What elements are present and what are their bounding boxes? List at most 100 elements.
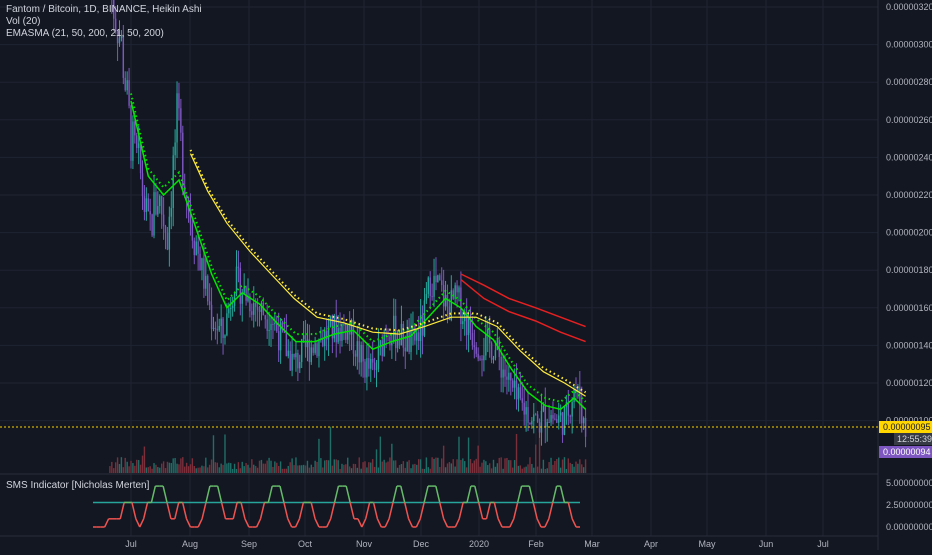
candle-body bbox=[404, 347, 406, 352]
candle-body bbox=[492, 357, 495, 360]
symbol-title[interactable]: Fantom / Bitcoin, 1D, BINANCE, Heikin As… bbox=[6, 4, 202, 15]
sms-tick-label: 0.00000000 bbox=[886, 522, 932, 532]
volume-bar bbox=[488, 463, 491, 473]
price-axis[interactable]: 0.00000320 0.00000300 0.00000280 0.00000260… bbox=[886, 2, 932, 426]
volume-bar bbox=[233, 463, 236, 473]
volume-bar bbox=[521, 468, 523, 473]
volume-bar bbox=[515, 433, 518, 473]
volume-bar bbox=[251, 459, 253, 473]
volume-bar bbox=[168, 462, 171, 473]
candle-body bbox=[389, 336, 391, 346]
candle-body bbox=[139, 143, 142, 174]
volume-bar bbox=[362, 462, 364, 473]
volume-bar bbox=[582, 467, 585, 473]
time-tick-label: Feb bbox=[528, 539, 544, 549]
candle-body bbox=[272, 323, 274, 325]
sms-segment bbox=[119, 502, 125, 519]
price-tick-label: 0.00000200 bbox=[886, 228, 932, 238]
candle-body bbox=[218, 326, 220, 331]
candle-body bbox=[490, 343, 493, 360]
candle-body bbox=[289, 350, 291, 371]
candle-body bbox=[164, 226, 167, 233]
sms-segment bbox=[287, 518, 293, 528]
sms-segment bbox=[150, 485, 157, 503]
candle-body bbox=[235, 266, 238, 294]
candle-body bbox=[114, 18, 117, 31]
sms-segment bbox=[439, 502, 445, 519]
candle-body bbox=[137, 143, 140, 149]
sms-segment bbox=[400, 485, 406, 503]
sms-segment bbox=[166, 502, 172, 519]
candle-body bbox=[258, 310, 261, 312]
candle-body bbox=[191, 224, 194, 241]
candle-body bbox=[149, 211, 151, 215]
candle-body bbox=[141, 173, 144, 197]
candle-body bbox=[529, 422, 531, 425]
volume-bar bbox=[452, 459, 454, 473]
candle-body bbox=[182, 132, 184, 187]
volume-bar bbox=[256, 467, 259, 473]
candle-body bbox=[205, 275, 207, 289]
candle-body bbox=[550, 415, 552, 423]
candle-body bbox=[302, 335, 305, 339]
volume-bar bbox=[249, 467, 251, 473]
candle-body bbox=[408, 331, 410, 353]
candle-body bbox=[561, 412, 564, 435]
volume-bar bbox=[124, 457, 126, 473]
sms-segment bbox=[361, 518, 367, 528]
volume-bar bbox=[212, 435, 215, 473]
volume-bar bbox=[226, 463, 228, 473]
candle-body bbox=[446, 294, 449, 307]
sms-indicator-label[interactable]: SMS Indicator [Nicholas Merten] bbox=[6, 480, 150, 491]
candle-body bbox=[458, 287, 460, 293]
volume-bar bbox=[366, 467, 368, 473]
volume-bar bbox=[348, 466, 351, 473]
candle-body bbox=[226, 313, 228, 336]
candle-body bbox=[358, 341, 360, 363]
volume-indicator-label[interactable]: Vol (20) bbox=[6, 16, 41, 27]
time-tick-label: Dec bbox=[413, 539, 430, 549]
candle-body bbox=[396, 339, 399, 349]
time-tick-label: Aug bbox=[182, 539, 198, 549]
countdown-badge bbox=[894, 433, 932, 445]
sms-segment bbox=[493, 502, 499, 519]
volume-bar bbox=[237, 462, 240, 473]
candle-body bbox=[393, 315, 395, 342]
volume-bar bbox=[469, 459, 472, 473]
sms-segment bbox=[466, 485, 472, 503]
volume-bar bbox=[502, 468, 504, 473]
sma-50-line bbox=[189, 149, 587, 394]
sms-segment bbox=[220, 502, 227, 519]
candle-body bbox=[427, 277, 429, 294]
volume-bar bbox=[268, 457, 270, 473]
volume-bar bbox=[450, 463, 453, 473]
price-tick-label: 0.00000220 bbox=[886, 190, 932, 200]
candle-body bbox=[348, 323, 351, 335]
volume-bar bbox=[339, 468, 341, 473]
volume-bar bbox=[513, 460, 516, 473]
emasma-indicator-label[interactable]: EMASMA (21, 50, 200, 21, 50, 200) bbox=[6, 28, 164, 39]
volume-bar bbox=[569, 462, 571, 473]
volume-bar bbox=[389, 457, 391, 473]
volume-bar bbox=[481, 462, 483, 473]
sms-segment bbox=[267, 485, 273, 503]
time-tick-label: Jun bbox=[759, 539, 774, 549]
price-tick-label: 0.00000180 bbox=[886, 265, 932, 275]
candle-body bbox=[268, 329, 270, 331]
candle-body bbox=[160, 195, 163, 215]
candle-body bbox=[444, 294, 447, 307]
candle-body bbox=[279, 322, 282, 351]
candle-body bbox=[247, 296, 249, 301]
candle-body bbox=[360, 344, 362, 363]
volume-bar bbox=[387, 461, 389, 473]
volume-bar bbox=[462, 458, 464, 473]
candle-body bbox=[299, 362, 301, 369]
volume-bar bbox=[391, 443, 393, 473]
candle-body bbox=[113, 0, 115, 19]
candle-body bbox=[212, 327, 215, 329]
volume-bar bbox=[189, 464, 192, 473]
volume-bar bbox=[567, 458, 570, 473]
time-axis[interactable]: Jul Aug Sep Oct Nov Dec 2020 Feb Mar Apr May Jun Jul bbox=[125, 539, 829, 549]
candle-body bbox=[481, 358, 483, 361]
